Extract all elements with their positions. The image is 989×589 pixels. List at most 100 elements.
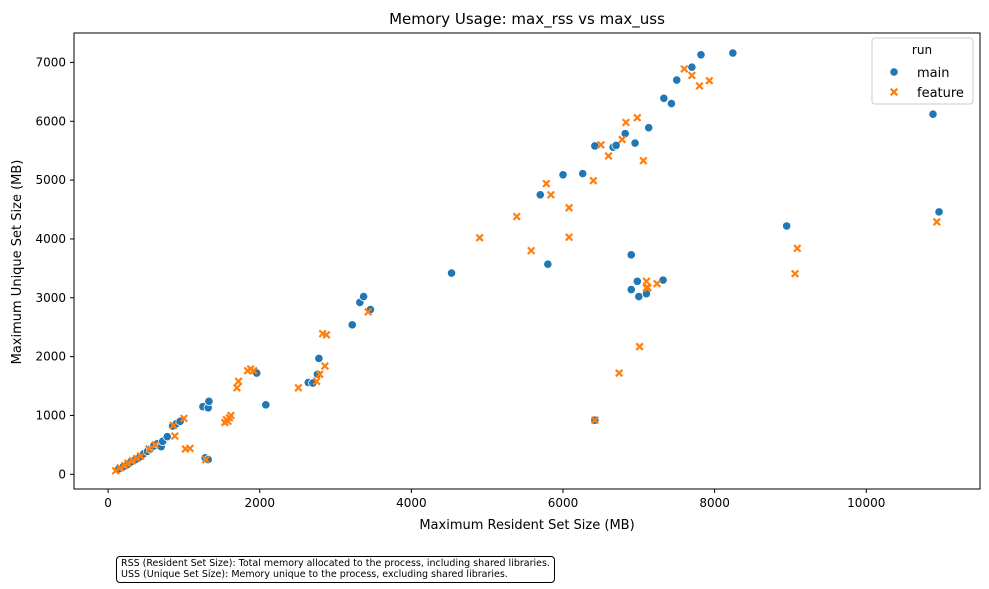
- data-point-feature: [596, 140, 605, 149]
- x-tick-label: 10000: [847, 496, 885, 510]
- data-point-feature: [169, 421, 178, 430]
- footnote-box: RSS (Resident Set Size): Total memory al…: [116, 556, 555, 583]
- data-point-feature: [249, 366, 258, 375]
- x-tick-label: 6000: [548, 496, 579, 510]
- data-point-main: [658, 275, 668, 285]
- data-point-main: [728, 48, 738, 58]
- legend: run main feature: [871, 37, 974, 105]
- data-point-feature: [680, 64, 689, 73]
- data-point-feature: [185, 444, 195, 453]
- data-point-feature: [542, 179, 551, 188]
- data-point-main: [666, 99, 677, 109]
- data-point-main: [558, 170, 568, 180]
- data-point-feature: [652, 279, 662, 288]
- data-point-feature: [546, 190, 555, 199]
- data-point-feature: [589, 176, 598, 185]
- y-tick-label: 4000: [35, 232, 66, 246]
- data-point-feature: [232, 383, 242, 392]
- data-point-feature: [170, 431, 179, 441]
- data-point-main: [359, 291, 369, 302]
- y-tick-label: 7000: [35, 55, 66, 69]
- y-axis-ticks: 0 1000 2000 3000 4000 5000 6000 7000: [35, 55, 74, 481]
- data-point-feature: [633, 113, 642, 122]
- data-point-feature: [565, 233, 574, 242]
- legend-item-feature: feature: [889, 86, 964, 101]
- data-point-feature: [621, 118, 631, 127]
- legend-items: main feature: [889, 66, 964, 101]
- y-tick-label: 1000: [35, 408, 66, 422]
- y-tick-label: 6000: [35, 114, 66, 128]
- data-point-feature: [234, 377, 243, 386]
- data-point-feature: [512, 212, 521, 221]
- data-point-main: [644, 123, 654, 133]
- data-point-feature: [639, 156, 648, 165]
- data-point-feature: [322, 330, 331, 339]
- data-point-main: [203, 454, 213, 465]
- data-point-feature: [615, 369, 624, 378]
- footnote-rss: RSS (Resident Set Size): Total memory al…: [121, 558, 550, 569]
- data-point-feature: [364, 307, 373, 316]
- data-point-main: [928, 109, 938, 119]
- data-point-feature: [226, 411, 236, 420]
- data-point-main: [696, 50, 706, 60]
- data-point-main: [672, 75, 682, 85]
- data-point-feature: [590, 416, 599, 425]
- data-point-main: [626, 284, 636, 295]
- data-point-main: [611, 140, 621, 150]
- x-tick-label: 4000: [396, 496, 427, 510]
- data-point-feature: [136, 451, 145, 461]
- data-point-feature: [705, 76, 714, 85]
- data-point-main: [347, 320, 357, 330]
- data-point-feature: [475, 233, 484, 242]
- data-point-feature: [604, 151, 613, 161]
- legend-label-feature: feature: [917, 86, 964, 101]
- data-point-main: [659, 93, 669, 103]
- series-main: [114, 48, 944, 474]
- legend-title: run: [912, 43, 932, 57]
- data-point-main: [687, 62, 697, 72]
- y-axis-label: Maximum Unique Set Size (MB): [10, 160, 25, 365]
- data-point-main: [934, 207, 944, 217]
- data-point-main: [312, 369, 322, 379]
- data-point-feature: [201, 455, 210, 464]
- x-axis-ticks: 0 2000 4000 6000 8000 10000: [104, 489, 885, 510]
- data-point-feature: [642, 277, 651, 286]
- data-point-feature: [320, 361, 330, 371]
- legend-item-main: main: [889, 66, 949, 81]
- data-point-feature: [527, 246, 536, 255]
- x-tick-label: 2000: [244, 496, 275, 510]
- data-point-main: [634, 291, 644, 302]
- data-point-main: [543, 259, 553, 269]
- x-axis-label: Maximum Resident Set Size (MB): [419, 518, 634, 533]
- y-tick-label: 3000: [35, 291, 66, 305]
- data-point-feature: [932, 217, 941, 226]
- plot-border: [73, 32, 981, 490]
- y-tick-label: 2000: [35, 350, 66, 364]
- data-points: [111, 48, 944, 475]
- data-point-feature: [793, 244, 802, 253]
- data-point-feature: [123, 459, 132, 468]
- data-point-feature: [294, 383, 303, 392]
- data-point-main: [162, 432, 172, 442]
- data-point-feature: [643, 283, 653, 292]
- data-point-feature: [312, 377, 321, 386]
- data-point-main: [632, 276, 642, 286]
- y-tick-label: 5000: [35, 173, 66, 187]
- data-point-main: [630, 138, 640, 148]
- data-point-feature: [116, 463, 125, 472]
- data-point-feature: [111, 466, 120, 475]
- data-point-feature: [128, 456, 137, 465]
- data-point-feature: [695, 81, 704, 91]
- y-tick-label: 0: [58, 467, 66, 481]
- x-tick-label: 0: [104, 496, 112, 510]
- data-point-feature: [565, 203, 574, 212]
- data-point-feature: [151, 440, 160, 449]
- data-point-feature: [315, 370, 324, 379]
- data-point-feature: [144, 444, 154, 454]
- data-point-main: [261, 400, 271, 410]
- x-tick-label: 8000: [699, 496, 730, 510]
- data-point-feature: [687, 71, 696, 80]
- data-point-main: [204, 396, 214, 406]
- footnote-uss: USS (Unique Set Size): Memory unique to …: [121, 569, 508, 580]
